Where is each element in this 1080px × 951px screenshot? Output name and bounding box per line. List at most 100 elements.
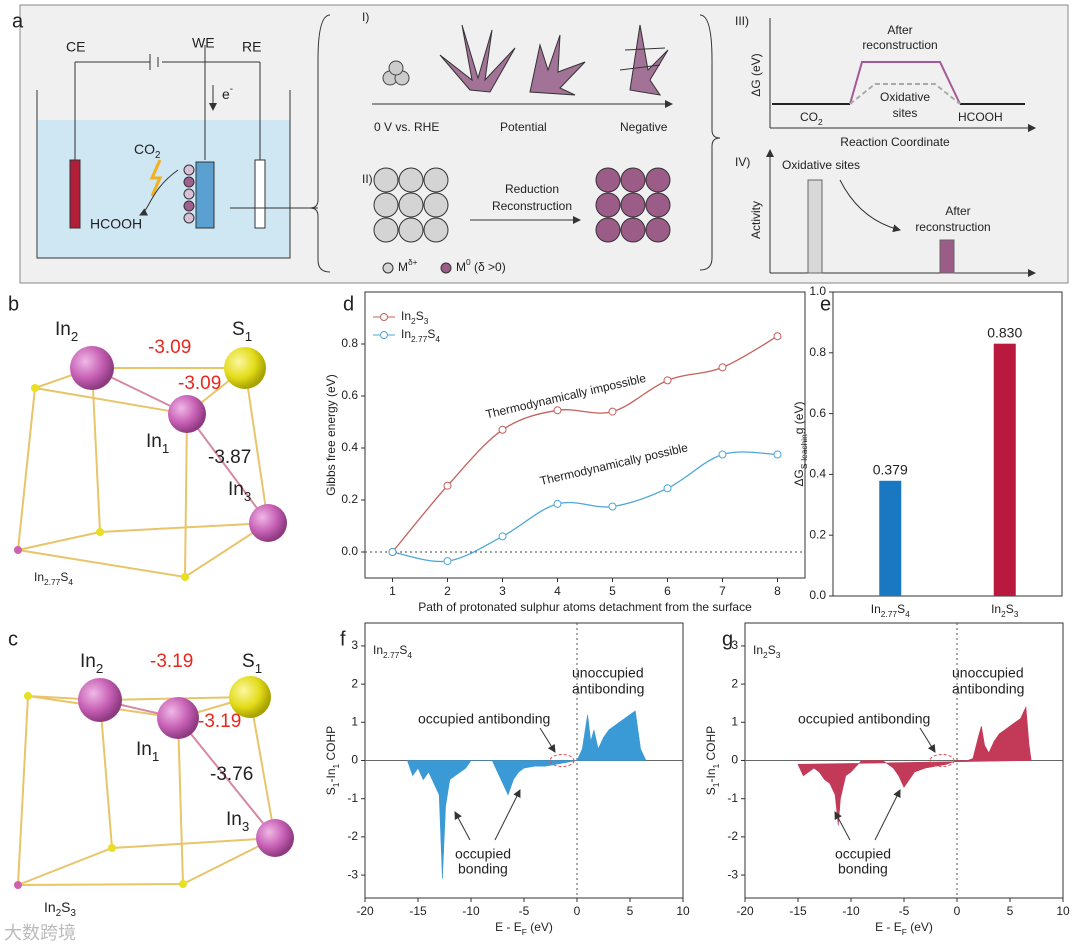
point (553, 499, 562, 508)
atom (249, 504, 287, 542)
atoms-after (595, 167, 671, 243)
activity-bar (807, 179, 823, 274)
x-tick-label: 5 (1007, 904, 1014, 918)
plot-frame (832, 291, 1063, 597)
panel-label: g (722, 628, 733, 650)
y-tick-label: -3 (727, 867, 738, 881)
chart-e: e 0.0 0.2 0.4 0.6 0.8 1.0 ΔGS-leaching (eV) 0.37… (792, 284, 1063, 619)
x-tick-label: 5 (609, 584, 616, 598)
arrow (919, 727, 936, 753)
arrow (539, 727, 556, 753)
legend-label: In2.77S4 (401, 327, 440, 344)
y-tick-label: 2 (731, 676, 738, 690)
y-tick-label: 0.2 (341, 492, 358, 506)
chart-d: d 0.0 0.2 0.4 0.6 0.8 Gibbs free energy (eV) 1 2… (324, 291, 806, 614)
panel-label: f (340, 628, 346, 650)
point (443, 557, 452, 566)
atom-label: S1 (242, 651, 262, 676)
energy-label: -3.19 (198, 711, 241, 732)
legend-label: Mδ+ (398, 257, 418, 274)
label: 0 V vs. RHE (374, 120, 439, 134)
catalyst (183, 164, 195, 224)
energy-path (849, 83, 961, 105)
annotation: In2S3 (753, 643, 781, 660)
point (553, 406, 562, 415)
x-tick-label: -5 (899, 904, 910, 918)
particles (382, 60, 410, 86)
y-tick-label: 0.4 (341, 440, 358, 454)
arrow (494, 789, 521, 841)
label: I) (362, 10, 369, 24)
y-tick-label: -2 (347, 829, 358, 843)
bar (879, 480, 902, 596)
legend-label: M0 (δ >0) (456, 257, 506, 274)
y-tick-label: 1 (351, 714, 358, 728)
x-tick-label: -15 (789, 904, 807, 918)
x-tick-label: 4 (554, 584, 561, 598)
label: HCOOH (90, 216, 142, 232)
point (663, 484, 672, 493)
annotation: Thermodynamically impossible (484, 371, 647, 422)
bar (993, 343, 1016, 596)
label: Oxidative sites (782, 158, 860, 172)
re-electrode (254, 159, 266, 229)
arrow (874, 789, 901, 841)
legend-marker (380, 331, 388, 339)
x-tick-label: 5 (627, 904, 634, 918)
point (718, 363, 727, 372)
atom (78, 678, 122, 722)
x-tick-label: 10 (1056, 904, 1070, 918)
value-label: 0.830 (987, 324, 1022, 340)
series-line (392, 451, 778, 563)
label: reconstruction (862, 38, 937, 52)
y-tick-label: -1 (347, 791, 358, 805)
label: Negative (620, 120, 668, 134)
arrow (839, 179, 901, 233)
label: Reduction (505, 182, 559, 196)
dendrites (439, 24, 669, 96)
label: CE (66, 39, 85, 55)
label: After (887, 23, 912, 37)
legend-marker (380, 313, 388, 321)
y-tick-label: 0.4 (809, 467, 826, 481)
point (663, 376, 672, 385)
x-tick-label: In2.77S4 (871, 602, 910, 619)
y-tick-label: 0.6 (809, 406, 826, 420)
label: After (945, 204, 970, 218)
annotation: unoccupied (952, 665, 1024, 681)
label: CO2 (800, 110, 823, 127)
atom (70, 346, 114, 390)
atoms-before (373, 167, 449, 243)
point (773, 332, 782, 341)
y-axis-label: ΔGS-leaching (eV) (792, 402, 809, 487)
energy-label: -3.76 (210, 764, 253, 785)
y-tick-label: 0.8 (341, 336, 358, 350)
x-tick-label: In2S3 (991, 602, 1019, 619)
x-axis-label: E - EF (eV) (875, 920, 933, 937)
x-tick-label: -20 (356, 904, 374, 918)
panel-label: c (8, 628, 18, 650)
panel-b: b In2 S1 -3.09 -3.09 In1 -3.87 In3 In2.7… (8, 293, 287, 587)
annotation: bonding (838, 861, 888, 877)
cohp-area (406, 710, 647, 879)
brace (699, 14, 721, 271)
y-tick-label: 3 (731, 638, 738, 652)
formula: In2S3 (44, 899, 76, 919)
y-tick-label: -2 (727, 829, 738, 843)
y-axis-label: S1-In1 COHP (704, 726, 721, 795)
atom-label: In3 (228, 479, 251, 504)
point (388, 548, 397, 556)
x-tick-label: 3 (499, 584, 506, 598)
legend-label: In2S3 (401, 309, 429, 326)
atom-label: In2 (80, 651, 103, 676)
point (608, 407, 617, 416)
y-tick-label: 3 (351, 638, 358, 652)
cohp-area (797, 705, 1032, 826)
panel-label: a (12, 10, 24, 32)
brace (309, 14, 331, 273)
energy-label: -3.19 (150, 651, 193, 672)
annotation: occupied (455, 846, 511, 862)
point (498, 425, 507, 434)
highlight (929, 754, 955, 767)
y-tick-label: 0.2 (809, 527, 826, 541)
